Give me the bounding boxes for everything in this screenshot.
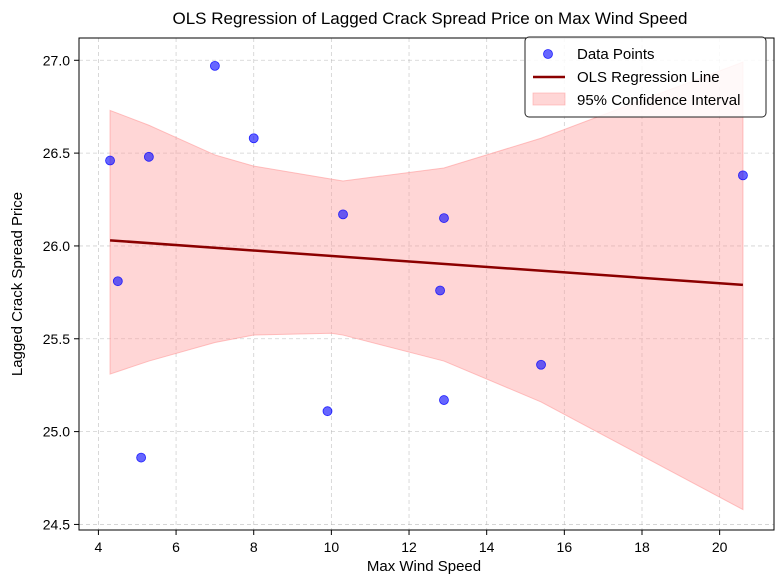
- x-axis-label: Max Wind Speed: [367, 558, 481, 575]
- y-tick-label-3: 26.0: [43, 238, 70, 254]
- data-point-11: [536, 359, 546, 370]
- data-point-0: [105, 155, 115, 166]
- data-point-3: [143, 151, 154, 162]
- y-tick-label-5: 27.0: [43, 52, 70, 68]
- data-point-10: [439, 213, 449, 223]
- y-axis-label: Lagged Crack Spread Price: [9, 192, 26, 376]
- y-tick-label-1: 25.0: [43, 424, 70, 440]
- x-tick-label-4: 12: [401, 539, 417, 555]
- data-point-1: [112, 276, 123, 287]
- data-points-layer: [105, 60, 748, 463]
- legend-marker-points: [543, 49, 553, 59]
- data-point-7: [338, 209, 348, 220]
- y-tick-label-0: 24.5: [43, 516, 70, 532]
- regression-line: [109, 239, 744, 287]
- x-tick-label-2: 8: [250, 539, 258, 555]
- legend-label-line: OLS Regression Line: [577, 69, 720, 86]
- data-point-8: [435, 285, 445, 296]
- x-tick-label-3: 10: [324, 539, 340, 555]
- data-point-12: [738, 170, 748, 181]
- regression-line-layer: [109, 239, 744, 287]
- legend: Data Points OLS Regression Line 95% Conf…: [524, 36, 767, 118]
- legend-box: [524, 36, 767, 118]
- legend-label-points: Data Points: [577, 46, 655, 63]
- x-axis-ticks: 4 6 8 10 12 14 16 18 20: [95, 530, 728, 555]
- plot-frame: [78, 37, 775, 531]
- chart-title: OLS Regression of Lagged Crack Spread Pr…: [173, 9, 688, 28]
- data-point-2: [136, 452, 147, 463]
- y-tick-label-2: 25.5: [43, 331, 70, 347]
- data-point-4: [209, 60, 220, 71]
- data-point-6: [322, 406, 333, 417]
- x-tick-label-7: 18: [634, 539, 650, 555]
- legend-label-band: 95% Confidence Interval: [577, 92, 740, 109]
- y-axis-ticks: 24.5 25.0 25.5 26.0 26.5 27.0: [43, 52, 79, 532]
- x-tick-label-6: 16: [557, 539, 573, 555]
- x-tick-label-1: 6: [172, 539, 180, 555]
- x-tick-label-8: 20: [712, 539, 728, 555]
- x-tick-label-0: 4: [95, 539, 103, 555]
- y-tick-label-4: 26.5: [43, 145, 70, 161]
- confidence-band: [109, 61, 744, 511]
- x-tick-label-5: 14: [479, 539, 495, 555]
- data-point-5: [248, 133, 259, 144]
- confidence-band-layer: [109, 61, 744, 511]
- data-point-9: [439, 395, 449, 405]
- legend-marker-band: [532, 92, 566, 106]
